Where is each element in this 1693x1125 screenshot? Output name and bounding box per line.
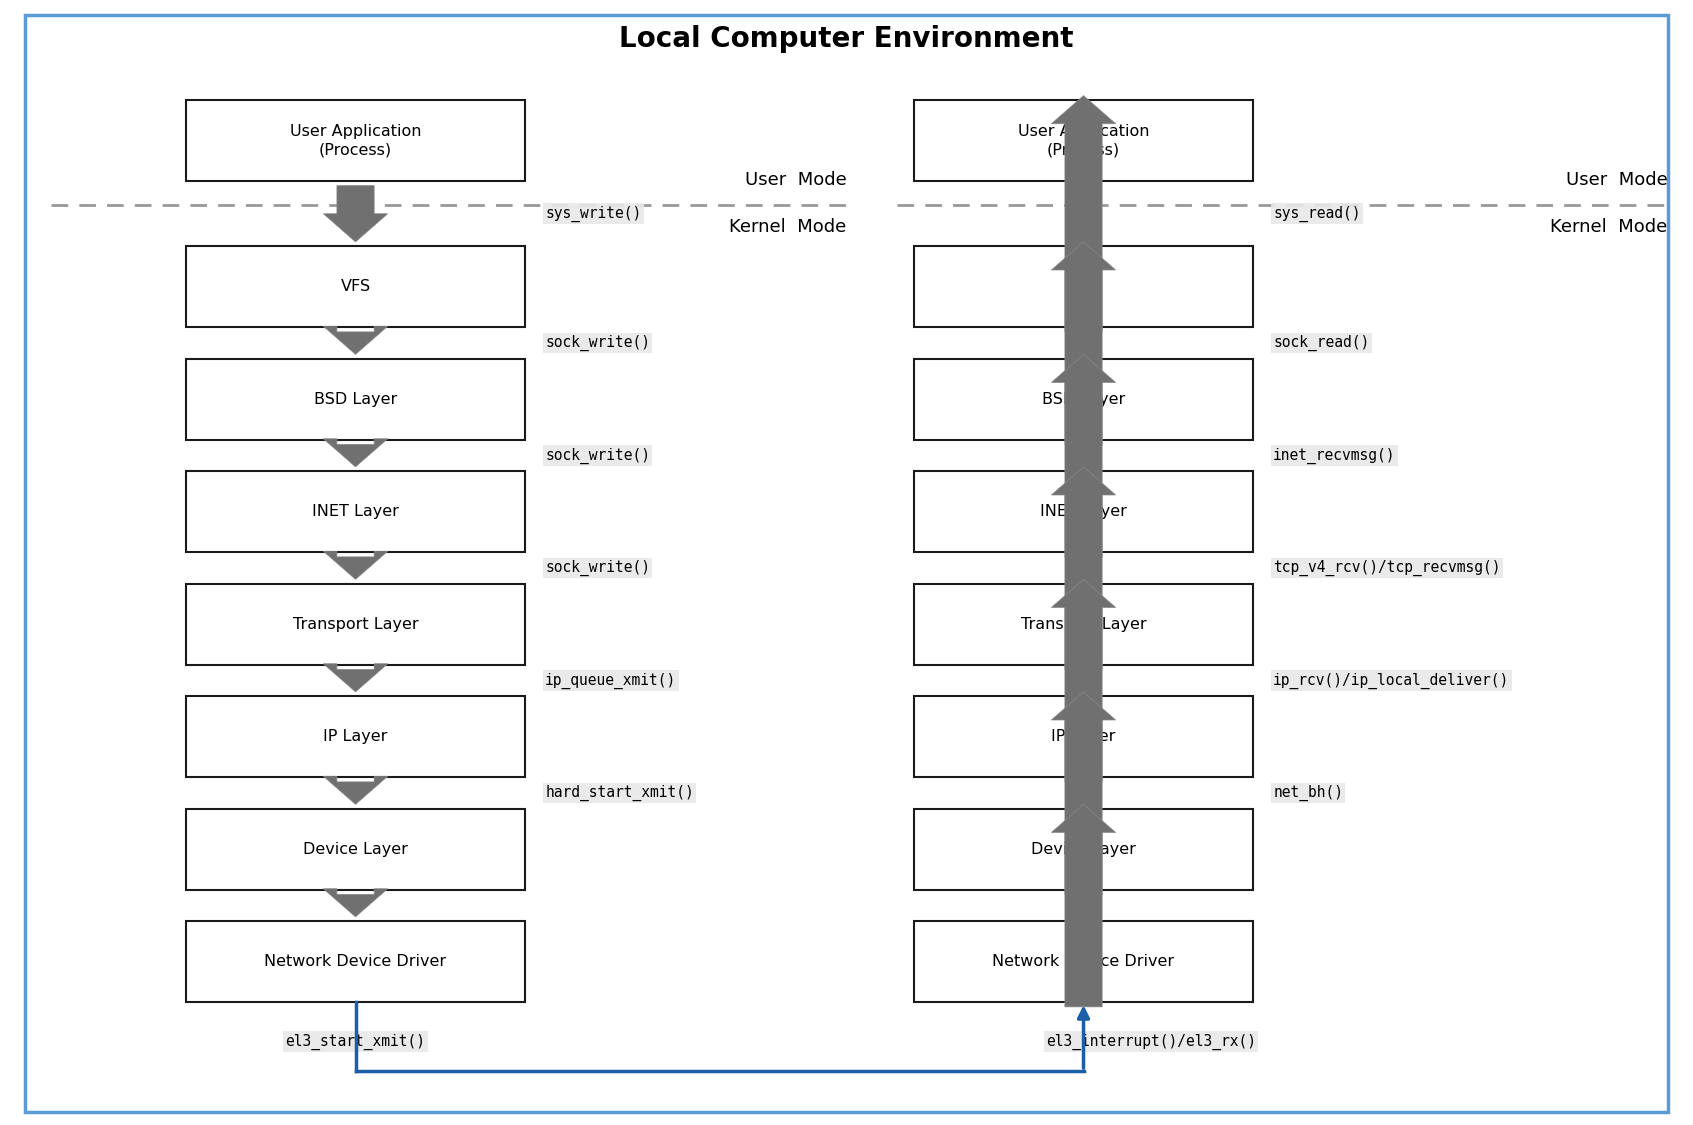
Bar: [186, 359, 525, 440]
Text: sock_write(): sock_write(): [545, 560, 650, 576]
Bar: [914, 471, 1253, 552]
Text: hard_start_xmit(): hard_start_xmit(): [545, 785, 694, 801]
Text: Device Layer: Device Layer: [303, 842, 408, 857]
Polygon shape: [1051, 96, 1116, 332]
Bar: [914, 359, 1253, 440]
Text: el3_start_xmit(): el3_start_xmit(): [286, 1034, 425, 1050]
Text: Kernel  Mode: Kernel Mode: [1551, 218, 1668, 236]
Text: Transport Layer: Transport Layer: [1021, 616, 1146, 632]
Bar: [914, 584, 1253, 665]
Text: sock_write(): sock_write(): [545, 335, 650, 351]
Bar: [914, 100, 1253, 181]
Bar: [186, 921, 525, 1002]
Text: User Application
(Process): User Application (Process): [290, 124, 422, 158]
Text: VFS: VFS: [340, 279, 371, 295]
Bar: [186, 100, 525, 181]
Text: el3_interrupt()/el3_rx(): el3_interrupt()/el3_rx(): [1046, 1034, 1256, 1050]
Bar: [186, 471, 525, 552]
Text: sock_write(): sock_write(): [545, 448, 650, 463]
Polygon shape: [323, 889, 388, 917]
Polygon shape: [1051, 242, 1116, 444]
Text: Local Computer Environment: Local Computer Environment: [620, 26, 1073, 53]
Text: IP Layer: IP Layer: [323, 729, 388, 745]
Text: BSD Layer: BSD Layer: [1041, 392, 1126, 407]
Polygon shape: [1051, 692, 1116, 894]
Text: inet_recvmsg(): inet_recvmsg(): [1273, 448, 1395, 463]
Text: BSD Layer: BSD Layer: [313, 392, 398, 407]
Text: IP Layer: IP Layer: [1051, 729, 1116, 745]
Text: VFS: VFS: [1068, 279, 1099, 295]
Text: INET Layer: INET Layer: [1040, 504, 1128, 520]
Text: Kernel  Mode: Kernel Mode: [730, 218, 846, 236]
Text: tcp_v4_rcv()/tcp_recvmsg(): tcp_v4_rcv()/tcp_recvmsg(): [1273, 560, 1500, 576]
Polygon shape: [1051, 354, 1116, 557]
Bar: [914, 696, 1253, 777]
Text: ip_queue_xmit(): ip_queue_xmit(): [545, 673, 677, 688]
Text: Device Layer: Device Layer: [1031, 842, 1136, 857]
Text: User  Mode: User Mode: [1566, 171, 1668, 189]
Bar: [186, 696, 525, 777]
Polygon shape: [323, 439, 388, 467]
Polygon shape: [323, 326, 388, 354]
Polygon shape: [323, 186, 388, 242]
Bar: [186, 809, 525, 890]
Text: sock_read(): sock_read(): [1273, 335, 1370, 351]
Polygon shape: [323, 551, 388, 579]
Text: User Application
(Process): User Application (Process): [1017, 124, 1150, 158]
Text: Transport Layer: Transport Layer: [293, 616, 418, 632]
Text: Network Device Driver: Network Device Driver: [264, 954, 447, 970]
Bar: [914, 809, 1253, 890]
Bar: [186, 584, 525, 665]
Polygon shape: [1051, 579, 1116, 782]
Bar: [914, 921, 1253, 1002]
Polygon shape: [1051, 467, 1116, 669]
Text: ip_rcv()/ip_local_deliver(): ip_rcv()/ip_local_deliver(): [1273, 673, 1510, 688]
Text: Network Device Driver: Network Device Driver: [992, 954, 1175, 970]
Bar: [914, 246, 1253, 327]
Polygon shape: [1051, 804, 1116, 1007]
Text: INET Layer: INET Layer: [312, 504, 400, 520]
Bar: [186, 246, 525, 327]
Text: sys_read(): sys_read(): [1273, 206, 1361, 222]
Text: net_bh(): net_bh(): [1273, 785, 1343, 801]
Polygon shape: [323, 664, 388, 692]
Text: sys_write(): sys_write(): [545, 206, 642, 222]
Polygon shape: [323, 776, 388, 804]
Text: User  Mode: User Mode: [745, 171, 846, 189]
